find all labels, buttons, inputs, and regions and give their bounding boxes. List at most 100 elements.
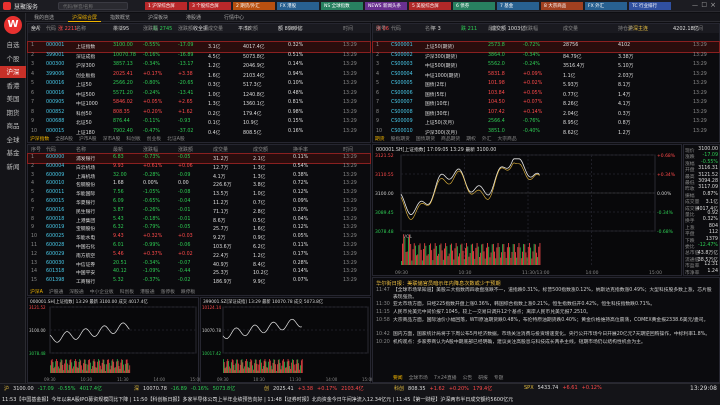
table-row[interactable]: 4 600010 包钢股份 1.68 0.00% 0.00 226.6万 3.8亿 0.72% 1…: [28, 180, 370, 189]
table-row[interactable]: 7 CS00007 国债(10年) 104.50 +0.07% 8.26亿 4.1万 13:2…: [373, 99, 719, 109]
news-tab[interactable]: 研报: [478, 376, 488, 381]
table-row[interactable]: 8 600018 上港集团 5.43 -0.18% -0.01 8.6万 0.5亿 0.04% 1…: [28, 216, 370, 225]
subtab[interactable]: 深市A股: [102, 137, 121, 142]
subtab[interactable]: 沪市A股: [78, 137, 97, 142]
table-row[interactable]: 5 CS00005 国债(2年) 101.98 +0.02% 5.93万 8.1万 13:29: [373, 80, 719, 90]
subtab[interactable]: 期权: [466, 137, 476, 142]
sidebar-item[interactable]: 自选: [6, 41, 20, 49]
table-row[interactable]: 1 000001 上证指数 3100.00 -0.55% -17.09 3.1亿 4017.4…: [27, 41, 371, 53]
column-header[interactable]: 成交额: [253, 147, 269, 153]
news-tab[interactable]: 公告: [462, 376, 473, 381]
header-button[interactable]: 5 美股综合屏: [409, 2, 451, 10]
column-header[interactable]: 代码: [46, 147, 57, 153]
news-tab[interactable]: 要闻: [393, 376, 403, 381]
subtab[interactable]: 科创板: [119, 290, 135, 295]
table-row[interactable]: 15 601398 工商银行 5.32 -0.37% -0.02 186.9万 9.9亿 0.0…: [28, 277, 370, 286]
status-index[interactable]: 沪 3100.00 -17.09 -0.55% 4017.4亿: [4, 385, 106, 392]
tab[interactable]: 沪深板块: [148, 15, 169, 21]
table-row[interactable]: 2 399001 深证成指 10070.78 -0.16% -16.89 4.5亿 5073.…: [28, 52, 370, 62]
status-index[interactable]: 深 10070.78 -16.89 -0.16% 5073.8亿: [134, 385, 239, 392]
table-row[interactable]: 6 600015 华夏银行 6.09 -0.65% -0.04 11.2万 0.7亿 0.09%…: [28, 198, 370, 207]
subtab[interactable]: 大宗商品: [497, 137, 517, 142]
table-row[interactable]: 4 CS00004 中证1000(期货) 5831.8 +0.09% 1.1亿 2.03万 1…: [373, 71, 719, 81]
news-paragraph[interactable]: 机构观点：多家券商认为A股中期底部已经明确，建议关注高股息与科技成长两条主线，短…: [393, 340, 646, 345]
sidebar-item[interactable]: 沪深: [0, 66, 26, 78]
table-row[interactable]: 8 000852 科创50 808.35 +0.20% +1.62 0.2亿 179.4亿 0.…: [28, 109, 370, 119]
column-header[interactable]: 时间: [343, 147, 354, 153]
subtab[interactable]: 港股通: [140, 290, 155, 295]
sz-index-chart[interactable]: 399001.SZ[深证成指] 13:29 最新 10070.78 成交 507…: [200, 297, 372, 383]
subtab[interactable]: 北证A股: [167, 137, 185, 142]
tab[interactable]: 港股通: [186, 15, 202, 21]
subtab[interactable]: 沪股通: [48, 290, 64, 295]
subtab[interactable]: 中小企业板: [89, 290, 114, 295]
table-row[interactable]: 13 600030 中信证券 20.51 -0.34% -0.07 40.9万 8.4亿 0.2…: [28, 260, 370, 269]
table-row[interactable]: 11 600028 中国石化 6.01 -0.99% -0.06 103.6万 6.2亿 0.1…: [28, 242, 370, 251]
sidebar-item[interactable]: 商品: [6, 122, 20, 130]
news-ticker[interactable]: 11:53【中国基金报】今年以来A股IPO募资规模同比下降 | 11:50【科创…: [2, 397, 514, 403]
subtab[interactable]: 科创板: [126, 137, 141, 142]
table-row[interactable]: 10 CS00010 沪深300(次月) 3851.0 -0.40% 8.62亿 1.2万 1…: [373, 128, 719, 138]
search-input[interactable]: 代码/拼音/名称: [58, 2, 128, 10]
news-paragraph[interactable]: 国内方面，国家统计局将于下周公布5月经济数据，市场关注消费与投资增速变化。央行公…: [393, 332, 711, 337]
news-tab[interactable]: 全球市场: [408, 376, 428, 381]
column-header[interactable]: 换手率: [293, 147, 309, 153]
header-button[interactable]: FX 港股: [277, 2, 319, 10]
close-icon[interactable]: ×: [710, 1, 716, 9]
table-row[interactable]: 3 CS00003 中证500(期货) 5562.0 -0.24% 3516.4万 5.10…: [373, 61, 719, 71]
subtab[interactable]: 深股通: [69, 290, 84, 295]
table-row[interactable]: 9 CS00009 上证50(次月) 2566.4 -0.76% 8.95亿 0.8万 13:…: [373, 118, 719, 128]
subtab[interactable]: 商品期货: [441, 137, 461, 142]
sidebar-item[interactable]: 个股: [6, 54, 20, 63]
table-row[interactable]: 14 601318 中国平安 40.12 -1.09% -0.44 25.3万 10.2亿 0.…: [28, 268, 370, 277]
header-button[interactable]: NEWS 新闻头条: [365, 2, 407, 10]
subtab[interactable]: 沪深指数: [30, 137, 50, 142]
table-row[interactable]: 12 600029 南方航空 5.46 +0.37% +0.02 22.4万 1.2亿 0.17…: [28, 251, 370, 260]
table-row[interactable]: 5 000016 上证50 2566.20 -0.80% -20.65 0.3亿 517.3亿…: [28, 80, 370, 90]
column-header[interactable]: 涨跌幅: [143, 147, 159, 153]
news-headline[interactable]: 华尔街日报：美联储官员暗示年内降息次数或少于预期: [376, 281, 501, 287]
sidebar-item[interactable]: 新闻: [6, 162, 20, 171]
subtab[interactable]: 跌停板: [180, 290, 196, 295]
minimize-icon[interactable]: —: [692, 2, 698, 9]
status-index[interactable]: SPX 5433.74 +6.61 +0.12%: [524, 385, 606, 391]
sh-index-chart[interactable]: 000001.SH[上证指数] 13:29 最新 3100.00 成交 4017…: [27, 297, 200, 383]
table-row[interactable]: 2 CS00002 沪深300(期货) 3864.0 -0.34% 84.79亿 3.38万…: [373, 52, 719, 62]
sidebar-item[interactable]: 美国: [6, 95, 20, 103]
tab[interactable]: 行情中心: [224, 15, 245, 21]
table-row[interactable]: 1 600000 浦发银行 6.83 -0.73% -0.05 31.2万 2.1亿 0.11%…: [27, 153, 371, 164]
header-button[interactable]: 1 沪深综合屏: [145, 2, 187, 10]
table-row[interactable]: 9 600019 宝钢股份 6.32 -0.79% -0.05 25.7万 1.6亿 0.12%…: [28, 224, 370, 233]
sidebar-item[interactable]: 基金: [6, 149, 20, 157]
news-paragraph[interactable]: 人民币兑美元中间价报7.1045，较上一交易日调升12个基点；离岸人民币兑美元报…: [393, 310, 591, 315]
subtab[interactable]: 创业板: [146, 137, 162, 142]
subtab[interactable]: 沪深A: [30, 290, 43, 295]
header-button[interactable]: 7 基金: [497, 2, 539, 10]
table-row[interactable]: 1 CS00001 上证50(期货) 2573.8 -0.72% 28756 4102 13:…: [372, 41, 720, 53]
header-button[interactable]: FX 外汇: [585, 2, 627, 10]
header-button[interactable]: 3 个股综合屏: [189, 2, 231, 10]
sidebar-item[interactable]: 香港: [6, 81, 20, 90]
table-row[interactable]: 10 000015 上证180 7902.40 -0.47% -37.02 0.4亿 808.…: [28, 128, 370, 138]
subtab[interactable]: 股指期货: [390, 137, 410, 142]
table-row[interactable]: 3 600009 上海机场 32.00 -0.28% -0.09 4.1万 1.3亿 0.38%…: [28, 172, 370, 181]
subtab[interactable]: 期货: [375, 137, 385, 142]
table-row[interactable]: 7 600016 民生银行 3.87 -0.26% -0.01 71.1万 2.8亿 0.20%…: [28, 207, 370, 216]
table-row[interactable]: 6 000016 中证500 5571.20 -0.24% -13.41 1.0亿 1240.…: [28, 90, 370, 100]
column-header[interactable]: 名称: [76, 147, 87, 153]
table-row[interactable]: 3 000300 沪深300 3857.13 -0.34% -13.17 1.2亿 2046.…: [28, 61, 370, 71]
intraday-chart[interactable]: 000001.SH[上证指数] 17:09:05 13:29 最新 3100.0…: [372, 144, 682, 276]
header-button[interactable]: TC 行业排行: [629, 2, 671, 10]
header-button[interactable]: 8 大宗商品: [541, 2, 583, 10]
news-tab[interactable]: 专题: [493, 376, 504, 381]
table-row[interactable]: 10 600025 华能水电 9.43 +0.32% +0.03 9.2万 0.9亿 0.05%…: [28, 233, 370, 242]
news-paragraph[interactable]: 大宗商品方面，国际油价小幅回落，WTI原油期货跌0.48%，布伦特原油期货跌0.…: [393, 318, 709, 323]
table-row[interactable]: 8 CS00008 国债(30年) 107.42 +0.14% 2.04亿 0.3万 13:2…: [373, 109, 719, 119]
table-row[interactable]: 2 600004 白云机场 9.93 +0.61% +0.06 12.7万 1.3亿 0.54%…: [28, 163, 370, 172]
header-button[interactable]: 2 期货/外汇: [233, 2, 275, 10]
table-row[interactable]: 6 CS00006 国债(5年) 103.84 +0.05% 0.77亿 1.4万 13:29: [373, 90, 719, 100]
subtab[interactable]: 全部A股: [55, 137, 73, 142]
news-paragraph[interactable]: 【全球市场早知道】美股三大指数周四收盘涨跌不一，道指跌0.31%，标普500指数…: [393, 288, 712, 300]
table-row[interactable]: 9 000688 北证50 876.44 -0.11% -0.93 0.1亿 10.9亿 0.1…: [28, 118, 370, 128]
sidebar-item[interactable]: 全球: [6, 135, 20, 144]
